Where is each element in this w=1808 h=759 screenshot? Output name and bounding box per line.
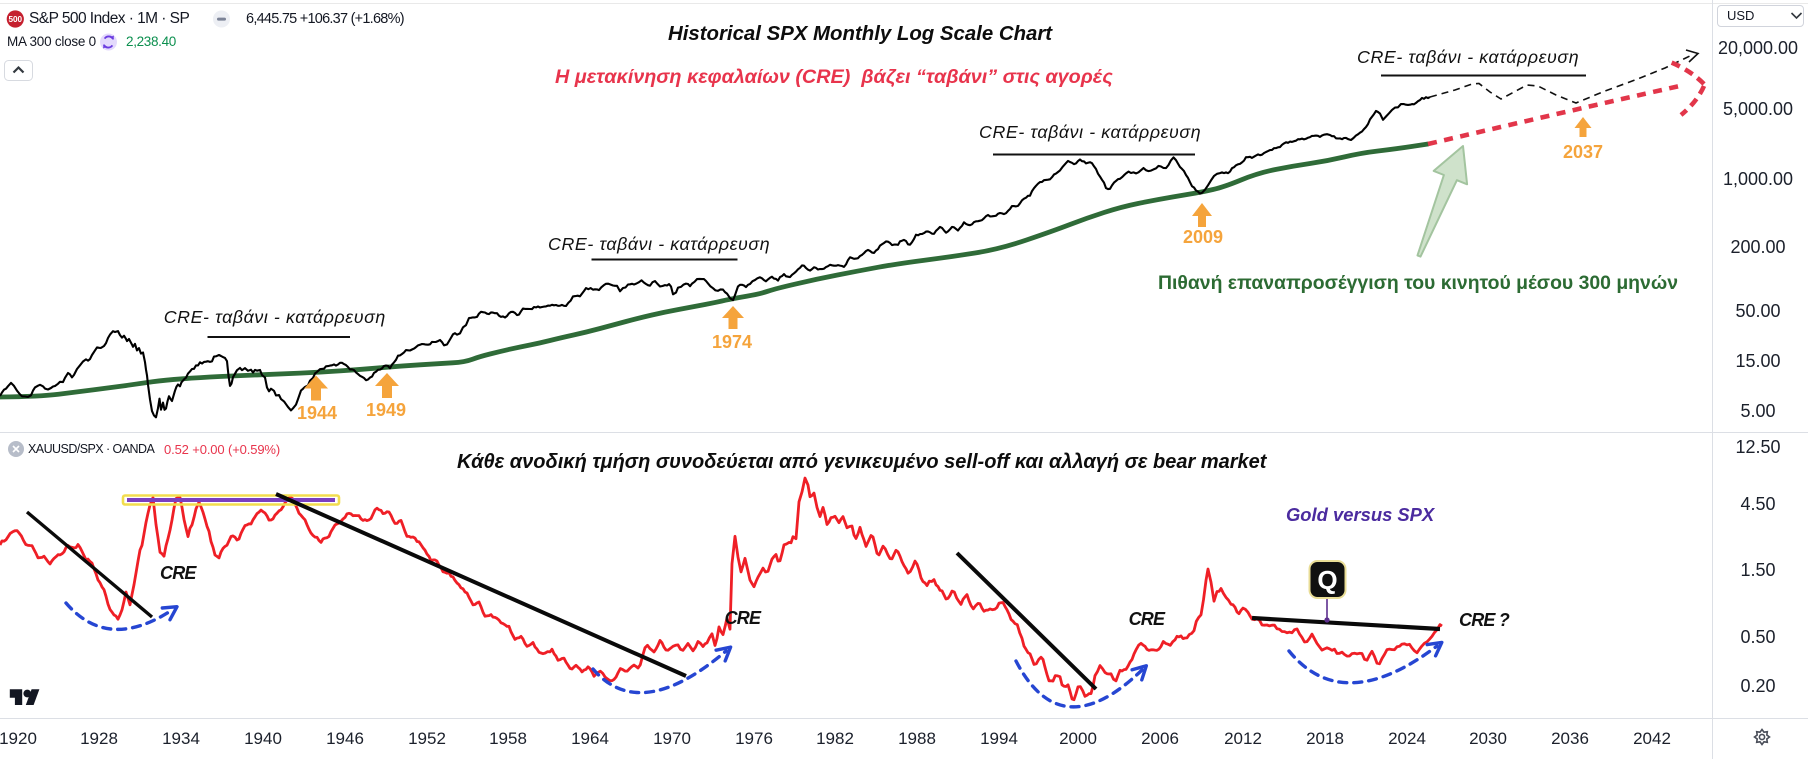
svg-text:500: 500: [8, 15, 22, 24]
svg-text:Q: Q: [1317, 565, 1337, 595]
